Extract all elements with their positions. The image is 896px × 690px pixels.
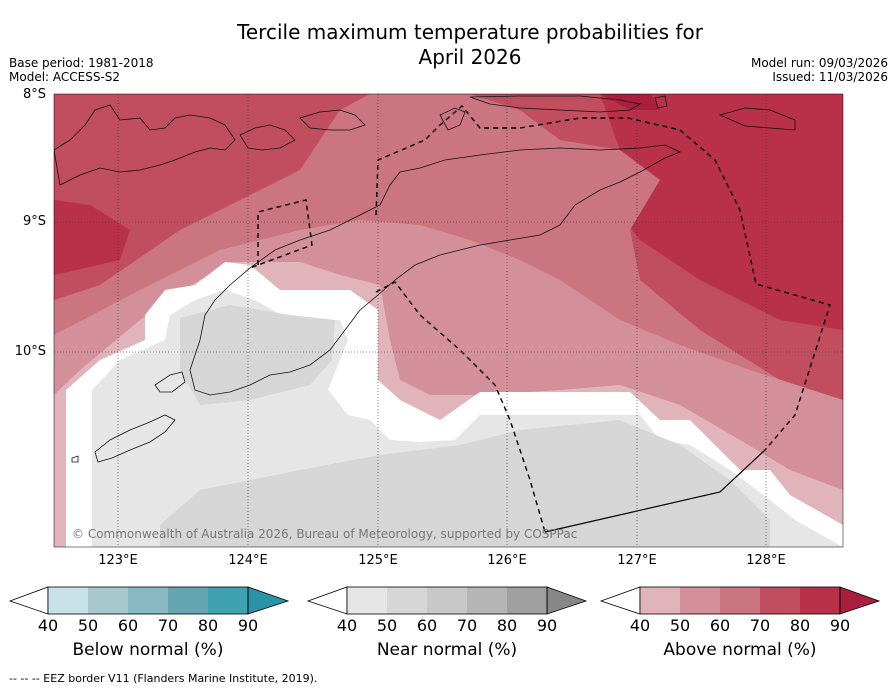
colorbar-below-tick-50: 50 [77,616,99,635]
colorbar-above-tick-80: 80 [789,616,811,635]
lat-label-9s: 9°S [22,214,46,229]
colorbar-below-seg-3 [128,587,168,614]
colorbar-below-tick-80: 80 [197,616,219,635]
colorbar-near-tick-90: 90 [536,616,558,635]
colorbar-near-tick-80: 80 [496,616,518,635]
colorbar-near-title: Near normal (%) [376,640,518,660]
eez-footer-note: -- -- -- EEZ border V11 (Flanders Marine… [9,672,318,685]
meta-right: Model run: 09/03/2026 Issued: 11/03/2026 [751,56,888,84]
band-near-50-timor [180,305,335,405]
issued-text: Issued: 11/03/2026 [772,70,888,84]
colorbar-near-arrow-right [546,586,588,615]
colorbar-above-tick-50: 50 [669,616,691,635]
tanimbar-coast [718,107,796,131]
colorbar-above-tick-90: 90 [829,616,851,635]
map-area [54,94,843,547]
colorbar-near-tick-70: 70 [456,616,478,635]
island-coast-3 [439,107,466,131]
band-above-80-west [54,200,130,275]
colorbar-above-tick-70: 70 [749,616,771,635]
colorbar-above-frame [639,586,841,615]
lon-label-127e: 127°E [617,553,657,568]
colorbar-above-arrow-left [599,586,641,615]
colorbar-near [306,586,588,615]
colorbar-below-arrow-left [8,586,49,615]
colorbar-near-tick-40: 40 [336,616,358,635]
band-above-80-east [600,94,843,330]
ndao-coast [71,455,79,463]
island-coast-4 [469,95,642,113]
colorbar-near-tick-50: 50 [376,616,398,635]
lon-label-128e: 128°E [746,553,786,568]
colorbar-above-arrow-right [839,586,881,615]
colorbar-above-seg-5 [800,587,840,614]
model-text: Model: ACCESS-S2 [9,70,121,84]
colorbar-near-arrow-left [306,586,348,615]
colorbar-near-seg-1 [347,587,387,614]
colorbar-below-frame [47,586,249,615]
colorbar-below-seg-2 [88,587,128,614]
eez-border [249,105,831,533]
colorbar-below-title: Below normal (%) [72,640,224,660]
colorbar-below-tick-40: 40 [37,616,59,635]
copyright-text: © Commonwealth of Australia 2026, Bureau… [72,527,578,541]
colorbar-near-seg-2 [387,587,427,614]
colorbar-above-seg-3 [720,587,760,614]
lon-label-125e: 125°E [358,553,398,568]
coastlines [54,95,796,463]
lat-label-10s: 10°S [14,344,46,359]
colorbar-above-seg-2 [680,587,720,614]
colorbar-below-tick-70: 70 [157,616,179,635]
colorbar-below-seg-4 [168,587,208,614]
colorbar-above-seg-4 [760,587,800,614]
eez-border-north [375,105,831,451]
eez-border-west [375,281,546,533]
island-coast-2 [299,109,366,131]
lon-label-124e: 124°E [228,553,268,568]
rote-coast [94,414,176,463]
semau-coast [154,371,186,393]
map-title: Tercile maximum temperature probabilitie… [0,20,896,70]
eez-border-south [544,449,766,533]
title-line-2: April 2026 [418,45,522,69]
colorbar-above-tick-60: 60 [709,616,731,635]
colorbar-near-seg-3 [427,587,467,614]
colorbar-below-tick-90: 90 [237,616,259,635]
colorbar-below-seg-1 [48,587,88,614]
colorbar-below-tick-60: 60 [117,616,139,635]
lat-label-8s: 8°S [22,87,46,102]
base-period-text: Base period: 1981-2018 [9,56,154,70]
colorbar-below [8,586,290,615]
colorbar-above-title: Above normal (%) [663,640,817,660]
title-line-1: Tercile maximum temperature probabilitie… [237,20,703,44]
map-frame [53,93,844,548]
colorbar-above-tick-40: 40 [629,616,651,635]
timor-coast [189,144,682,396]
colorbar-near-frame [346,586,548,615]
colorbar-near-seg-5 [507,587,547,614]
meta-left: Base period: 1981-2018 Model: ACCESS-S2 [9,56,154,84]
colorbar-below-seg-5 [208,587,248,614]
island-coast-5 [654,95,668,109]
model-run-text: Model run: 09/03/2026 [750,56,888,70]
colorbar-near-tick-60: 60 [416,616,438,635]
oecusse-eez-border [249,199,313,269]
lon-label-123e: 123°E [98,553,138,568]
colorbar-near-seg-4 [467,587,507,614]
island-coast-1 [239,124,296,151]
lon-label-126e: 126°E [487,553,527,568]
colorbar-above [599,586,881,615]
flores-coast [54,104,236,186]
colorbar-above-seg-1 [640,587,680,614]
colorbar-below-arrow-right [247,586,290,615]
